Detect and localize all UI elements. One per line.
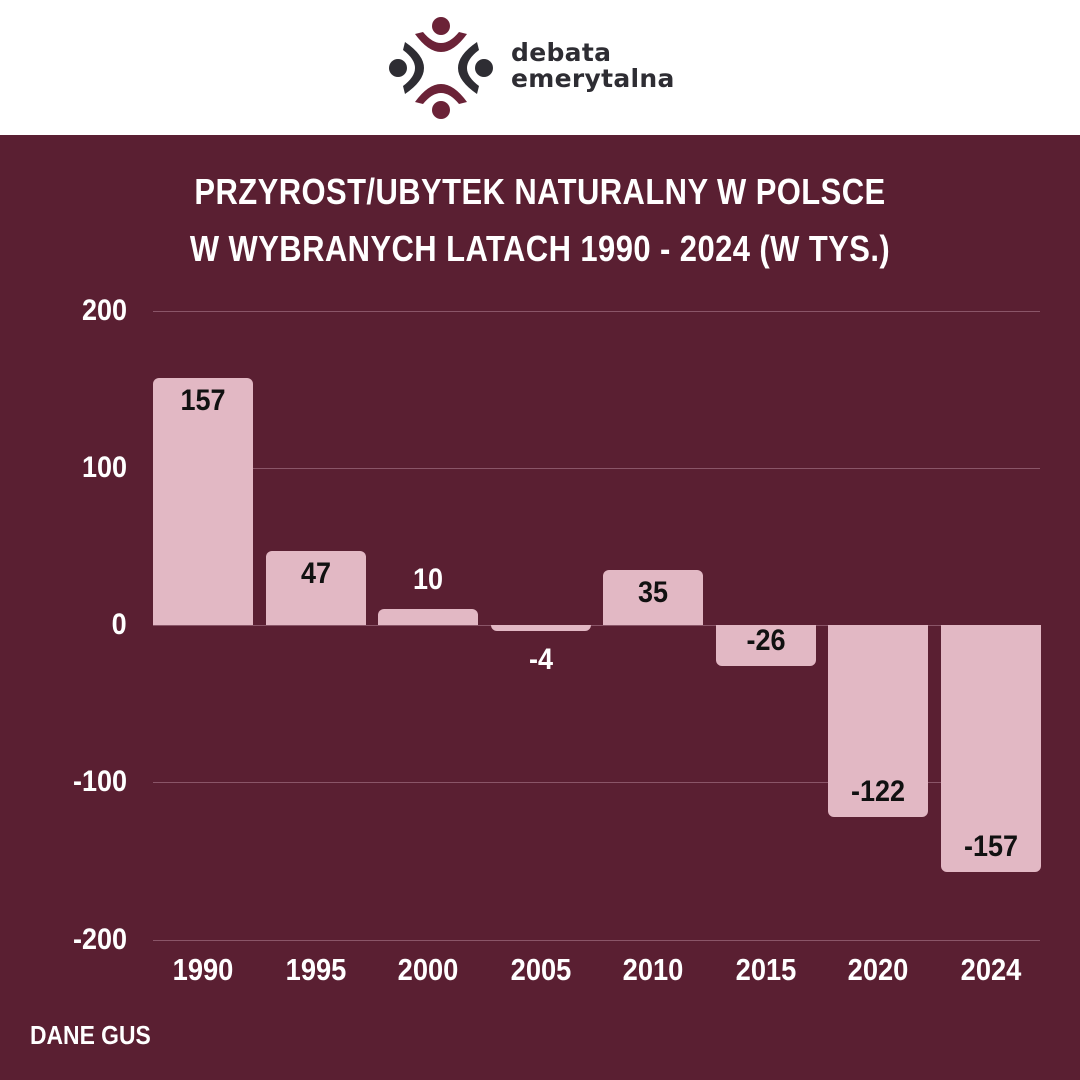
- y-axis-tick-label: 100: [81, 451, 127, 484]
- bar-2020: [828, 625, 928, 817]
- bar-2015: [716, 625, 816, 666]
- bar-2005: [491, 625, 591, 631]
- value-label: -122: [850, 775, 906, 808]
- gridline: [153, 940, 1040, 941]
- value-label: 35: [637, 576, 669, 609]
- source-note: DANE GUS: [30, 1020, 151, 1050]
- x-axis-tick-label: 2005: [510, 952, 572, 987]
- value-label: -157: [963, 830, 1019, 863]
- value-label: 157: [180, 384, 226, 417]
- chart-title: PRZYROST/UBYTEK NATURALNY W POLSCE W WYB…: [76, 163, 1005, 277]
- value-label: -4: [528, 643, 554, 676]
- y-axis-tick-label: -100: [72, 765, 127, 798]
- x-axis-tick-label: 2015: [735, 952, 797, 987]
- y-axis-tick-label: 200: [81, 294, 127, 327]
- value-label: 10: [412, 563, 444, 596]
- bar-2000: [378, 609, 478, 625]
- chart-title-line2: W WYBRANYCH LATACH 1990 - 2024 (W TYS.): [189, 228, 891, 269]
- gridline: [153, 468, 1040, 469]
- x-axis-tick-label: 2020: [847, 952, 909, 987]
- x-axis-tick-label: 2000: [397, 952, 459, 987]
- value-label: -26: [746, 624, 786, 657]
- x-axis-tick-label: 2010: [622, 952, 684, 987]
- y-axis-tick-label: 0: [111, 608, 127, 641]
- x-axis-tick-label: 1990: [172, 952, 234, 987]
- y-axis-tick-label: -200: [72, 923, 127, 956]
- brand-name-line1: debata: [511, 38, 612, 67]
- x-axis-tick-label: 1995: [285, 952, 347, 987]
- bar-2010: [603, 570, 703, 625]
- x-axis-tick-label: 2024: [960, 952, 1022, 987]
- chart-title-line1: PRZYROST/UBYTEK NATURALNY W POLSCE: [194, 171, 886, 212]
- gridline: [153, 625, 1040, 626]
- gridline: [153, 311, 1040, 312]
- gridline: [153, 782, 1040, 783]
- value-label: 47: [300, 557, 332, 590]
- header: debata emerytalna: [0, 0, 1080, 135]
- bar-1995: [266, 551, 366, 625]
- brand-name-line2: emerytalna: [511, 64, 675, 93]
- bar-1990: [153, 378, 253, 625]
- debata-emerytalna-logo-icon: [389, 17, 493, 119]
- brand-name: debata emerytalna: [511, 40, 675, 92]
- logo: debata emerytalna: [385, 12, 695, 124]
- bar-2024: [941, 625, 1041, 872]
